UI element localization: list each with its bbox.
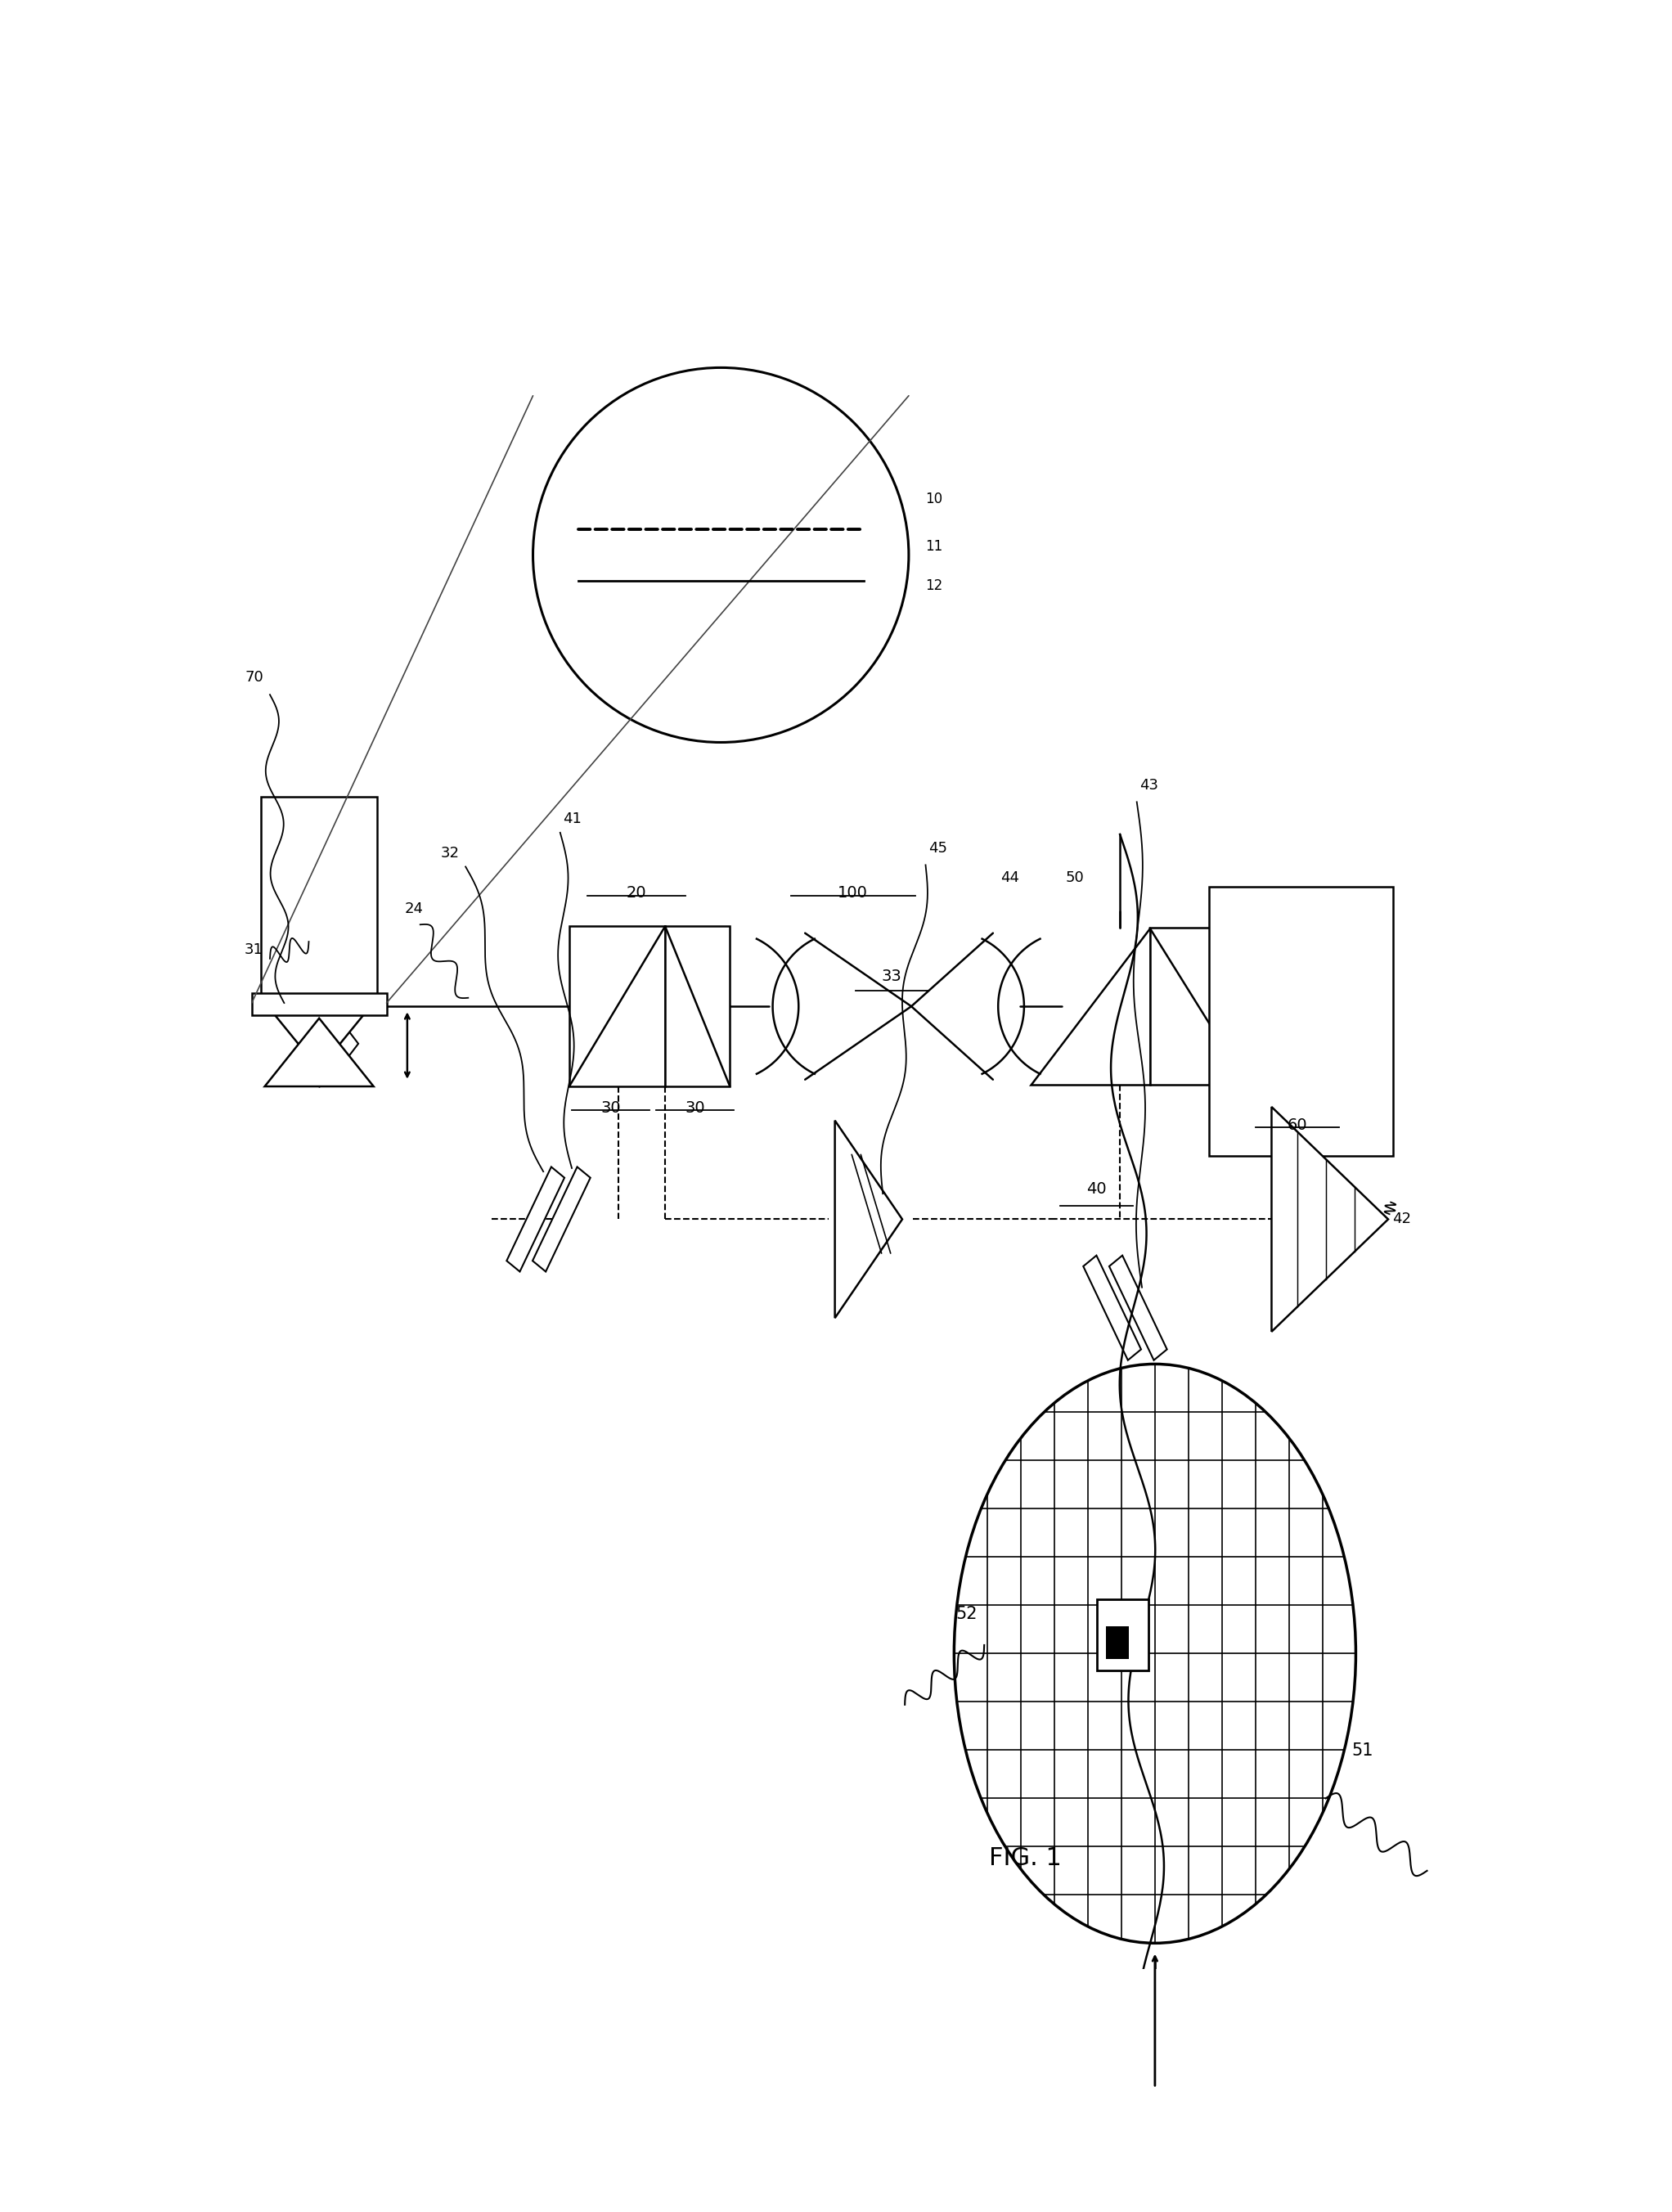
Text: FIG. 1: FIG. 1 bbox=[990, 1847, 1062, 1869]
Text: 40: 40 bbox=[1087, 1181, 1107, 1197]
Text: 45: 45 bbox=[928, 841, 946, 856]
Text: 41: 41 bbox=[563, 812, 582, 827]
Bar bbox=[568, 927, 665, 1086]
Polygon shape bbox=[507, 1168, 565, 1272]
Text: 30: 30 bbox=[600, 1099, 620, 1115]
Bar bbox=[261, 796, 378, 998]
Polygon shape bbox=[261, 998, 378, 1068]
Bar bbox=[1105, 1626, 1129, 1659]
Polygon shape bbox=[273, 949, 358, 1064]
Text: 31: 31 bbox=[244, 942, 264, 958]
Bar bbox=[665, 927, 731, 1086]
Text: 20: 20 bbox=[627, 885, 647, 900]
Text: 100: 100 bbox=[838, 885, 868, 900]
Text: 10: 10 bbox=[926, 491, 943, 507]
Text: 52: 52 bbox=[956, 1606, 978, 1624]
Polygon shape bbox=[1271, 1106, 1388, 1332]
Polygon shape bbox=[834, 1121, 903, 1318]
Text: 50: 50 bbox=[1065, 872, 1083, 885]
Text: 30: 30 bbox=[686, 1099, 706, 1115]
Text: 70: 70 bbox=[244, 670, 264, 686]
Polygon shape bbox=[1083, 1256, 1140, 1360]
Text: 43: 43 bbox=[1139, 779, 1159, 792]
Bar bbox=[1150, 929, 1247, 1084]
Text: 51: 51 bbox=[1353, 1743, 1374, 1759]
Text: 11: 11 bbox=[926, 540, 943, 553]
Ellipse shape bbox=[955, 1365, 1356, 1942]
Polygon shape bbox=[533, 1168, 590, 1272]
Text: 44: 44 bbox=[1000, 872, 1020, 885]
Polygon shape bbox=[1109, 1256, 1167, 1360]
Text: 12: 12 bbox=[926, 577, 943, 593]
Text: 42: 42 bbox=[1393, 1212, 1411, 1228]
Polygon shape bbox=[264, 1018, 373, 1086]
Text: 60: 60 bbox=[1287, 1117, 1308, 1133]
Bar bbox=[252, 993, 386, 1015]
Bar bbox=[1097, 1599, 1149, 1670]
Text: 33: 33 bbox=[881, 969, 901, 984]
Text: 24: 24 bbox=[405, 900, 423, 916]
Ellipse shape bbox=[533, 367, 910, 743]
Bar bbox=[1209, 887, 1393, 1157]
Polygon shape bbox=[1030, 929, 1150, 1084]
Text: 32: 32 bbox=[440, 845, 460, 860]
